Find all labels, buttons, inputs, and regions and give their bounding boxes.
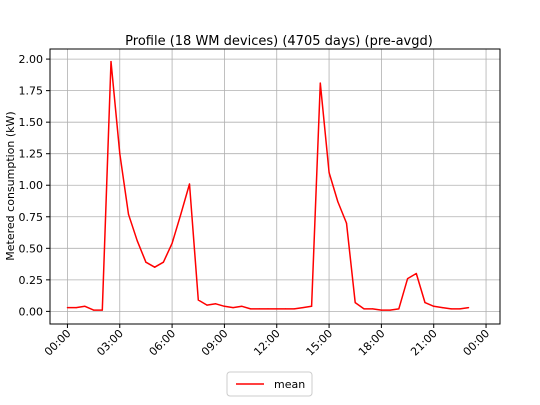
data-point: [267, 308, 269, 310]
data-point: [136, 240, 138, 242]
data-point: [380, 309, 382, 311]
y-tick-label: 1.50: [19, 116, 44, 129]
data-point: [450, 308, 452, 310]
data-point: [468, 307, 470, 309]
data-point: [197, 299, 199, 301]
data-point: [258, 308, 260, 310]
y-tick-label: 2.00: [19, 53, 44, 66]
legend-box: [226, 371, 313, 397]
y-tick-label: 0.25: [19, 274, 44, 287]
data-point: [93, 309, 95, 311]
data-point: [188, 183, 191, 185]
data-point: [66, 307, 68, 309]
legend-label-mean: mean: [274, 378, 305, 391]
y-tick-label: 0.50: [19, 242, 44, 255]
y-tick-label: 0.00: [19, 305, 44, 318]
data-point: [363, 308, 365, 310]
data-point: [284, 308, 287, 310]
data-point: [415, 272, 417, 275]
y-tick-label: 1.00: [19, 179, 44, 192]
chart-title: Profile (18 WM devices) (4705 days) (pre…: [125, 34, 433, 49]
plot-area-frame: [49, 48, 501, 325]
y-tick-label: 0.75: [19, 211, 44, 224]
data-point: [127, 213, 130, 215]
y-axis: 0.00 0.25 0.50 0.75 1.00 1.25 1.50 1.75 2.00: [19, 53, 50, 318]
data-point: [433, 305, 435, 307]
data-point: [84, 305, 86, 307]
data-point: [441, 307, 443, 309]
data-point: [345, 222, 348, 224]
data-point: [232, 307, 234, 309]
data-point: [407, 278, 409, 280]
data-point: [398, 308, 400, 310]
data-point: [302, 307, 304, 309]
data-point: [354, 302, 356, 304]
data-point: [154, 266, 156, 268]
series-layer: [66, 60, 470, 311]
data-point: [145, 261, 147, 263]
data-point: [424, 302, 426, 304]
data-point: [75, 307, 77, 309]
data-point: [328, 172, 330, 174]
data-point: [101, 309, 103, 311]
data-point: [459, 308, 461, 310]
data-point: [389, 309, 391, 311]
data-point: [215, 303, 217, 305]
data-point: [223, 305, 225, 307]
data-point: [319, 82, 321, 84]
data-point: [110, 61, 112, 63]
data-point: [293, 308, 295, 310]
data-point: [171, 242, 173, 244]
data-point: [206, 304, 208, 306]
data-point: [180, 213, 182, 215]
grid-lines: [50, 49, 500, 324]
data-point: [372, 308, 374, 310]
data-point: [276, 308, 278, 310]
data-point: [162, 261, 164, 263]
y-axis-label: Metered consumption (kW): [4, 111, 17, 260]
y-tick-label: 1.75: [19, 85, 44, 98]
data-point: [250, 308, 252, 310]
data-point: [119, 153, 121, 155]
data-point: [241, 305, 243, 307]
data-point: [337, 201, 339, 203]
legend: mean: [226, 371, 313, 397]
data-point: [311, 305, 313, 307]
y-tick-label: 1.25: [19, 148, 44, 161]
